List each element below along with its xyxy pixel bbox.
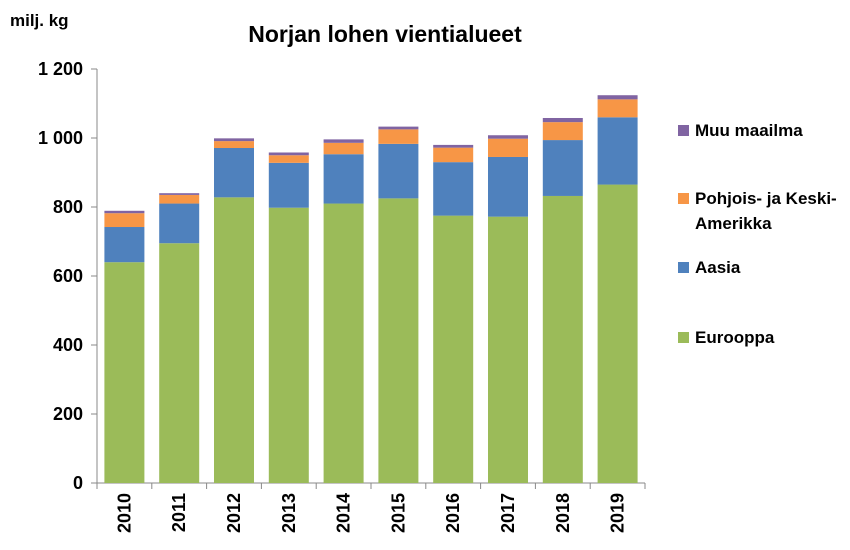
bar-segment [378, 143, 419, 199]
x-tick-label: 2010 [114, 493, 134, 533]
legend-item: Aasia [678, 255, 850, 280]
legend-swatch [678, 262, 689, 273]
bar-segment [488, 138, 528, 157]
y-tick-label: 1 000 [38, 128, 83, 148]
x-tick-label: 2017 [498, 493, 518, 533]
y-tick-label: 600 [53, 266, 83, 286]
legend-swatch [678, 125, 689, 136]
bar-segment [378, 198, 419, 483]
bar-segment [159, 194, 200, 204]
bar-segment [597, 99, 638, 118]
y-tick-label: 0 [73, 473, 83, 493]
legend-label: Aasia [695, 258, 741, 277]
bar-segment [268, 162, 309, 208]
bar-segment [433, 162, 474, 216]
bar-segment [323, 154, 364, 204]
x-tick-label: 2011 [169, 493, 189, 532]
bar-segment [597, 184, 638, 483]
x-tick-label: 2013 [279, 493, 299, 533]
legend-swatch [678, 193, 689, 204]
bar-segment [214, 141, 254, 149]
y-tick-label: 800 [53, 197, 83, 217]
x-tick-label: 2019 [608, 493, 628, 533]
bar-segment [542, 117, 583, 123]
bar-segment [159, 243, 200, 483]
x-tick-label: 2015 [388, 493, 408, 533]
bar-segment [323, 142, 364, 155]
bar-segment [323, 139, 364, 143]
bar-segment [378, 129, 419, 144]
bar-segment [104, 262, 145, 483]
bar-segment [104, 227, 145, 263]
bar-segment [268, 207, 309, 483]
y-tick-label: 200 [53, 404, 83, 424]
bar-segment [542, 122, 583, 141]
bar-segment [104, 210, 145, 214]
bar-segment [488, 216, 528, 483]
legend-item: Eurooppa [678, 325, 850, 350]
bar-segment [433, 144, 474, 148]
bar-segment [433, 147, 474, 163]
bar-segment [159, 203, 200, 244]
bar-segment [323, 203, 364, 484]
chart-title: Norjan lohen vientialueet [248, 21, 522, 47]
legend-item: Pohjois- ja Keski-Amerikka [678, 186, 850, 236]
legend-label: Pohjois- ja Keski-Amerikka [695, 189, 837, 233]
bar-segment [159, 193, 200, 195]
y-axis-label: milj. kg [10, 11, 69, 30]
bar-segment [597, 95, 638, 100]
legend-label: Muu maailma [695, 121, 803, 140]
bar-segment [214, 138, 254, 142]
bar-segment [378, 126, 419, 130]
legend-label: Eurooppa [695, 328, 775, 347]
x-tick-label: 2014 [334, 493, 354, 533]
x-tick-label: 2016 [443, 493, 463, 533]
bar-segment [268, 152, 309, 156]
bar-segment [268, 155, 309, 163]
x-tick-label: 2018 [553, 493, 573, 533]
bar-segment [433, 215, 474, 483]
legend-swatch [678, 332, 689, 343]
legend-item: Muu maailma [678, 118, 850, 143]
bar-segment [214, 148, 254, 198]
bar-segment [542, 195, 583, 483]
bar-segment [488, 156, 528, 217]
bar-segment [542, 140, 583, 196]
bar-segment [488, 135, 528, 139]
bar-segment [104, 213, 145, 228]
bar-segment [597, 117, 638, 185]
x-tick-label: 2012 [224, 493, 244, 533]
bar-segment [214, 197, 254, 483]
y-tick-label: 400 [53, 335, 83, 355]
y-tick-label: 1 200 [38, 59, 83, 79]
